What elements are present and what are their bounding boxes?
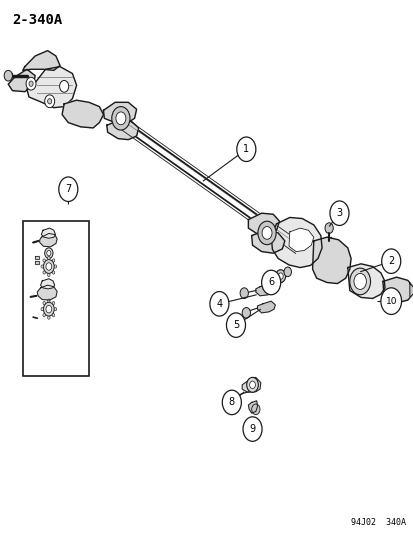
- Circle shape: [275, 270, 285, 282]
- Circle shape: [29, 81, 33, 86]
- FancyBboxPatch shape: [23, 221, 89, 376]
- Circle shape: [242, 308, 250, 318]
- Polygon shape: [242, 377, 260, 392]
- Text: 8: 8: [228, 398, 234, 407]
- Circle shape: [246, 377, 258, 392]
- Circle shape: [116, 112, 126, 125]
- Polygon shape: [37, 285, 57, 300]
- Polygon shape: [248, 401, 257, 413]
- Text: 9: 9: [249, 424, 255, 434]
- Circle shape: [45, 95, 55, 108]
- Circle shape: [4, 70, 12, 81]
- Polygon shape: [62, 100, 103, 128]
- Circle shape: [47, 99, 52, 104]
- Circle shape: [222, 390, 241, 415]
- Circle shape: [380, 288, 401, 314]
- Circle shape: [240, 288, 248, 298]
- Circle shape: [236, 137, 255, 161]
- Circle shape: [47, 299, 50, 302]
- Text: 3: 3: [336, 208, 342, 218]
- Polygon shape: [35, 261, 39, 264]
- Text: 2: 2: [387, 256, 394, 266]
- Text: 6: 6: [268, 278, 273, 287]
- Circle shape: [242, 417, 261, 441]
- Polygon shape: [35, 256, 39, 259]
- Circle shape: [209, 292, 228, 316]
- Circle shape: [59, 177, 78, 201]
- Polygon shape: [27, 67, 76, 108]
- Text: 1: 1: [243, 144, 249, 154]
- Polygon shape: [40, 279, 55, 289]
- Circle shape: [257, 221, 275, 245]
- Circle shape: [349, 268, 370, 295]
- Circle shape: [112, 107, 130, 130]
- Polygon shape: [23, 51, 60, 70]
- Polygon shape: [255, 284, 273, 296]
- Circle shape: [46, 305, 52, 313]
- Circle shape: [26, 77, 36, 90]
- Polygon shape: [251, 230, 284, 253]
- Circle shape: [52, 313, 55, 317]
- Polygon shape: [312, 237, 350, 284]
- Circle shape: [43, 313, 45, 317]
- Circle shape: [43, 260, 54, 273]
- Circle shape: [43, 302, 45, 305]
- Circle shape: [52, 302, 55, 305]
- Polygon shape: [248, 213, 279, 236]
- Circle shape: [353, 273, 366, 289]
- Circle shape: [261, 227, 271, 239]
- Circle shape: [52, 259, 55, 262]
- Text: 5: 5: [232, 320, 239, 330]
- Circle shape: [251, 404, 259, 415]
- Polygon shape: [271, 217, 321, 268]
- Text: 2-340A: 2-340A: [12, 13, 62, 27]
- Circle shape: [41, 265, 43, 268]
- Circle shape: [52, 271, 55, 274]
- Polygon shape: [103, 102, 136, 124]
- Circle shape: [45, 248, 53, 259]
- Polygon shape: [382, 277, 412, 303]
- Circle shape: [43, 302, 54, 316]
- Circle shape: [59, 80, 69, 92]
- Text: 4: 4: [216, 299, 222, 309]
- Polygon shape: [107, 120, 138, 140]
- Text: 94J02  340A: 94J02 340A: [350, 518, 405, 527]
- Circle shape: [278, 273, 282, 279]
- Circle shape: [261, 270, 280, 295]
- Polygon shape: [257, 301, 275, 313]
- Circle shape: [381, 249, 400, 273]
- Circle shape: [283, 267, 291, 277]
- Polygon shape: [8, 69, 35, 92]
- Polygon shape: [288, 228, 313, 252]
- Polygon shape: [41, 228, 55, 238]
- Circle shape: [226, 313, 245, 337]
- Circle shape: [324, 223, 332, 233]
- Circle shape: [329, 201, 348, 225]
- Polygon shape: [409, 284, 413, 297]
- Text: 7: 7: [65, 184, 71, 194]
- Circle shape: [46, 263, 52, 270]
- Polygon shape: [347, 264, 384, 298]
- Circle shape: [43, 271, 45, 274]
- Circle shape: [43, 259, 45, 262]
- Circle shape: [47, 316, 50, 319]
- Circle shape: [54, 265, 57, 268]
- Circle shape: [47, 273, 50, 277]
- Text: 10: 10: [385, 297, 396, 305]
- Polygon shape: [40, 233, 57, 247]
- Circle shape: [41, 308, 43, 311]
- Circle shape: [54, 308, 57, 311]
- Circle shape: [47, 256, 50, 260]
- Circle shape: [249, 381, 255, 389]
- Circle shape: [47, 251, 51, 256]
